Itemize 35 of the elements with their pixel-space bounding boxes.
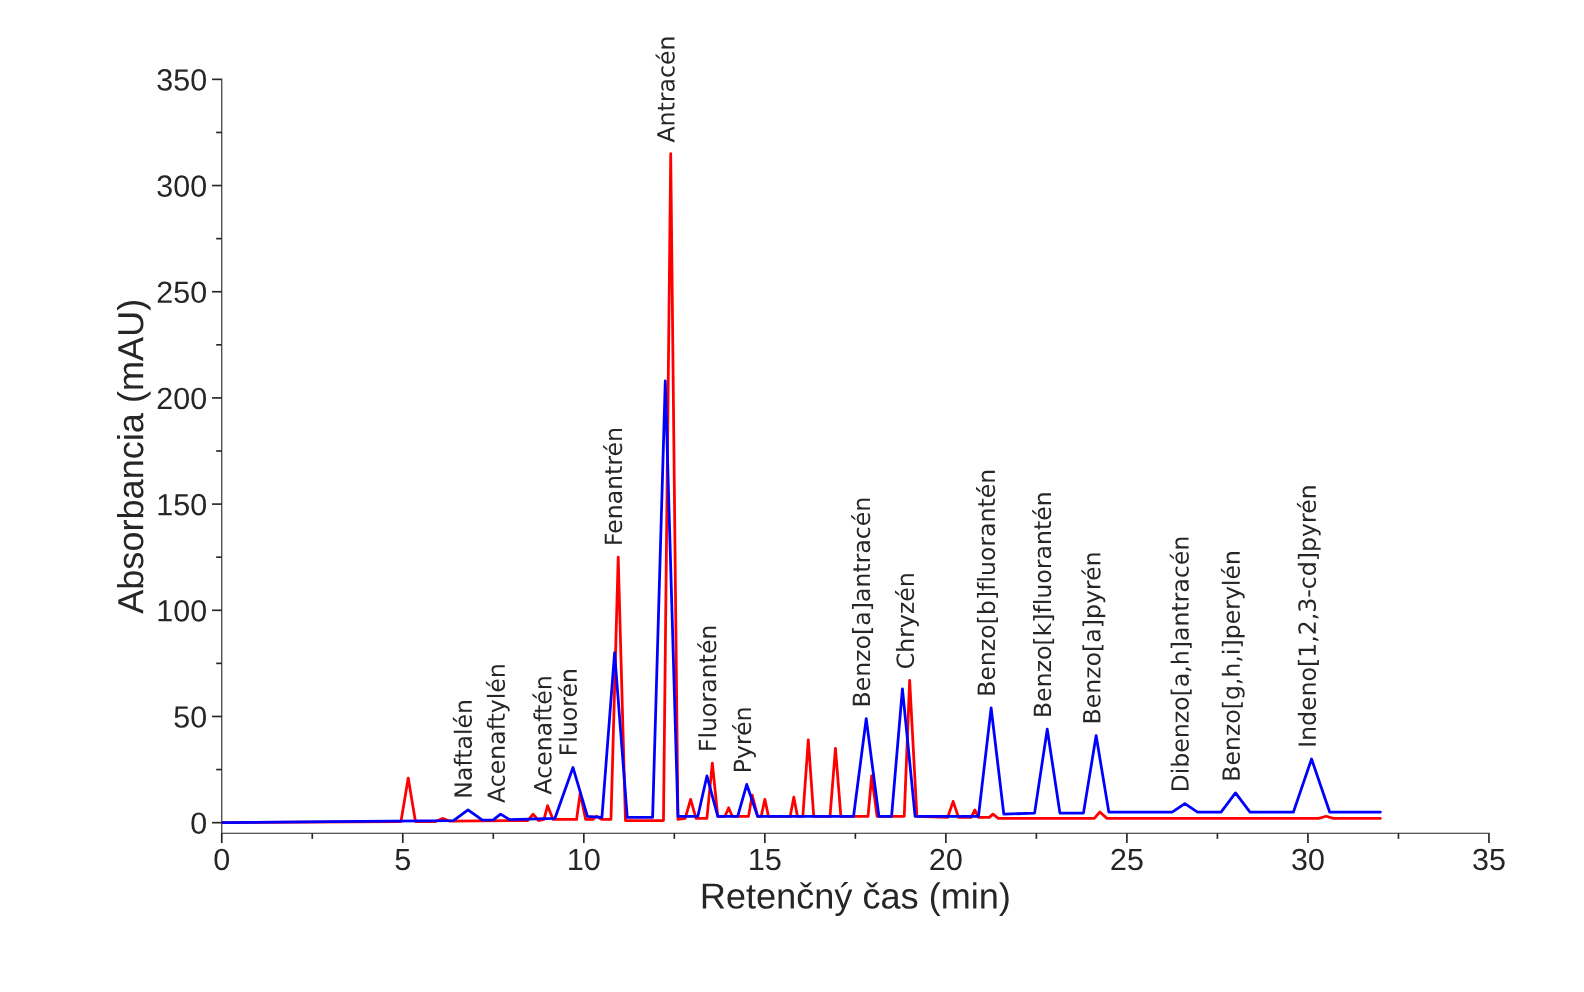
- annotation: Acenaftylén: [485, 665, 510, 803]
- x-tick-label: 15: [750, 848, 781, 871]
- y-tick-label: 250: [157, 281, 206, 304]
- annotation: Benzo[b]fluorantén: [975, 470, 998, 695]
- y-tick-label: 300: [157, 175, 206, 197]
- x-tick-label: 30: [1292, 848, 1324, 871]
- x-tick-label: 20: [930, 848, 962, 871]
- x-tick-label: 25: [1111, 848, 1143, 871]
- x-tick-label: 10: [569, 848, 600, 871]
- annotation: Antracén: [655, 37, 675, 143]
- line-series: [221, 379, 1382, 825]
- y-tick-label: 350: [157, 69, 206, 91]
- annotation: Fenantrén: [603, 428, 623, 544]
- x-tick-label: 0: [214, 848, 230, 871]
- annotation: Benzo[a]pyrén: [1081, 553, 1106, 723]
- annotation: Dibenzo[a,h]antracén: [1169, 537, 1192, 791]
- annotation: Pyrén: [732, 708, 756, 772]
- y-tick-label: 0: [191, 812, 206, 835]
- annotation: Benzo[g,h,i]perylén: [1220, 552, 1245, 780]
- annotation: Benzo[a]antracén: [851, 498, 874, 706]
- y-tick-label: 100: [158, 600, 206, 622]
- y-tick-label: 200: [157, 387, 206, 410]
- annotation: Chryzén: [894, 574, 919, 668]
- annotation: Fluorantén: [697, 626, 717, 750]
- annotation: Acenaftén: [532, 677, 552, 795]
- annotation: Fluorén: [557, 670, 578, 755]
- x-tick-label: 5: [395, 848, 410, 871]
- x-axis-title: Retenčný čas (min): [702, 881, 1009, 916]
- y-tick-label: 150: [158, 493, 206, 516]
- annotation: Naftalén: [452, 701, 473, 797]
- y-axis-title: Absorbancia (mAU): [116, 301, 151, 614]
- y-tick-label: 50: [174, 706, 206, 728]
- x-tick-label: 35: [1473, 848, 1505, 871]
- annotation: Benzo[k]fluorantén: [1032, 493, 1055, 716]
- annotation: Indeno[1,2,3-cd]pyrén: [1296, 486, 1321, 746]
